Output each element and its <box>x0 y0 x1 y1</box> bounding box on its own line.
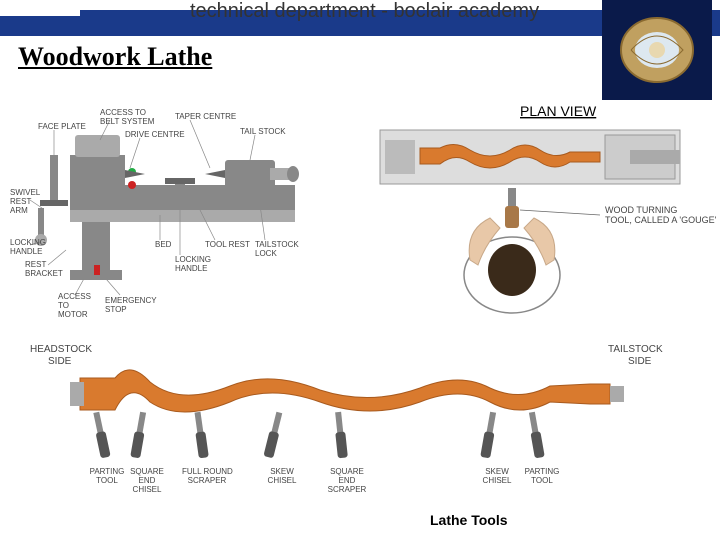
tool-label: SKEW CHISEL <box>472 468 522 486</box>
label-face-plate: FACE PLATE <box>38 122 86 131</box>
svg-text:SIDE: SIDE <box>48 356 72 367</box>
tools-diagram: HEADSTOCK SIDE TAILSTOCK SIDE PARTING TO… <box>20 340 700 500</box>
label-tool-rest: TOOL REST <box>205 240 250 249</box>
label-swivel-arm: SWIVEL REST ARM <box>10 188 40 215</box>
logo-icon <box>616 12 698 88</box>
lathe-diagram: FACE PLATE ACCESS TO BELT SYSTEM TAPER C… <box>10 100 340 320</box>
label-tailstock-lock: TAILSTOCK LOCK <box>255 240 299 258</box>
tool-label: SQUARE END SCRAPER <box>322 468 372 494</box>
caption: Lathe Tools <box>430 512 508 528</box>
tool-label: SQUARE END CHISEL <box>122 468 172 494</box>
label-taper-centre: TAPER CENTRE <box>175 112 236 121</box>
label-locking-handle-r: LOCKING HANDLE <box>175 255 211 273</box>
label-tail-stock: TAIL STOCK <box>240 127 286 136</box>
plan-view-diagram: PLAN VIEW WOOD TURNING TOOL, CALLED A 'G… <box>370 100 700 320</box>
label-gouge: WOOD TURNING TOOL, CALLED A 'GOUGE' <box>605 205 716 225</box>
tool-label: PARTING TOOL <box>517 468 567 486</box>
label-drive-centre: DRIVE CENTRE <box>125 130 185 139</box>
label-access-belt: ACCESS TO BELT SYSTEM <box>100 108 154 126</box>
tool-label: SKEW CHISEL <box>257 468 307 486</box>
svg-text:SIDE: SIDE <box>628 356 652 367</box>
page-title: Woodwork Lathe <box>18 42 212 72</box>
label-rest-bracket: REST BRACKET <box>25 260 63 278</box>
label-emergency: EMERGENCY STOP <box>105 296 157 314</box>
svg-text:HEADSTOCK: HEADSTOCK <box>30 344 92 355</box>
svg-text:TAILSTOCK: TAILSTOCK <box>608 344 663 355</box>
label-bed: BED <box>155 240 171 249</box>
header-text: technical department - boclair academy <box>190 0 539 23</box>
label-access-motor: ACCESS TO MOTOR <box>58 292 91 319</box>
school-logo <box>602 0 712 100</box>
label-locking-handle-l: LOCKING HANDLE <box>10 238 46 256</box>
plan-view-title: PLAN VIEW <box>520 103 597 119</box>
tool-label: FULL ROUND SCRAPER <box>182 468 232 486</box>
